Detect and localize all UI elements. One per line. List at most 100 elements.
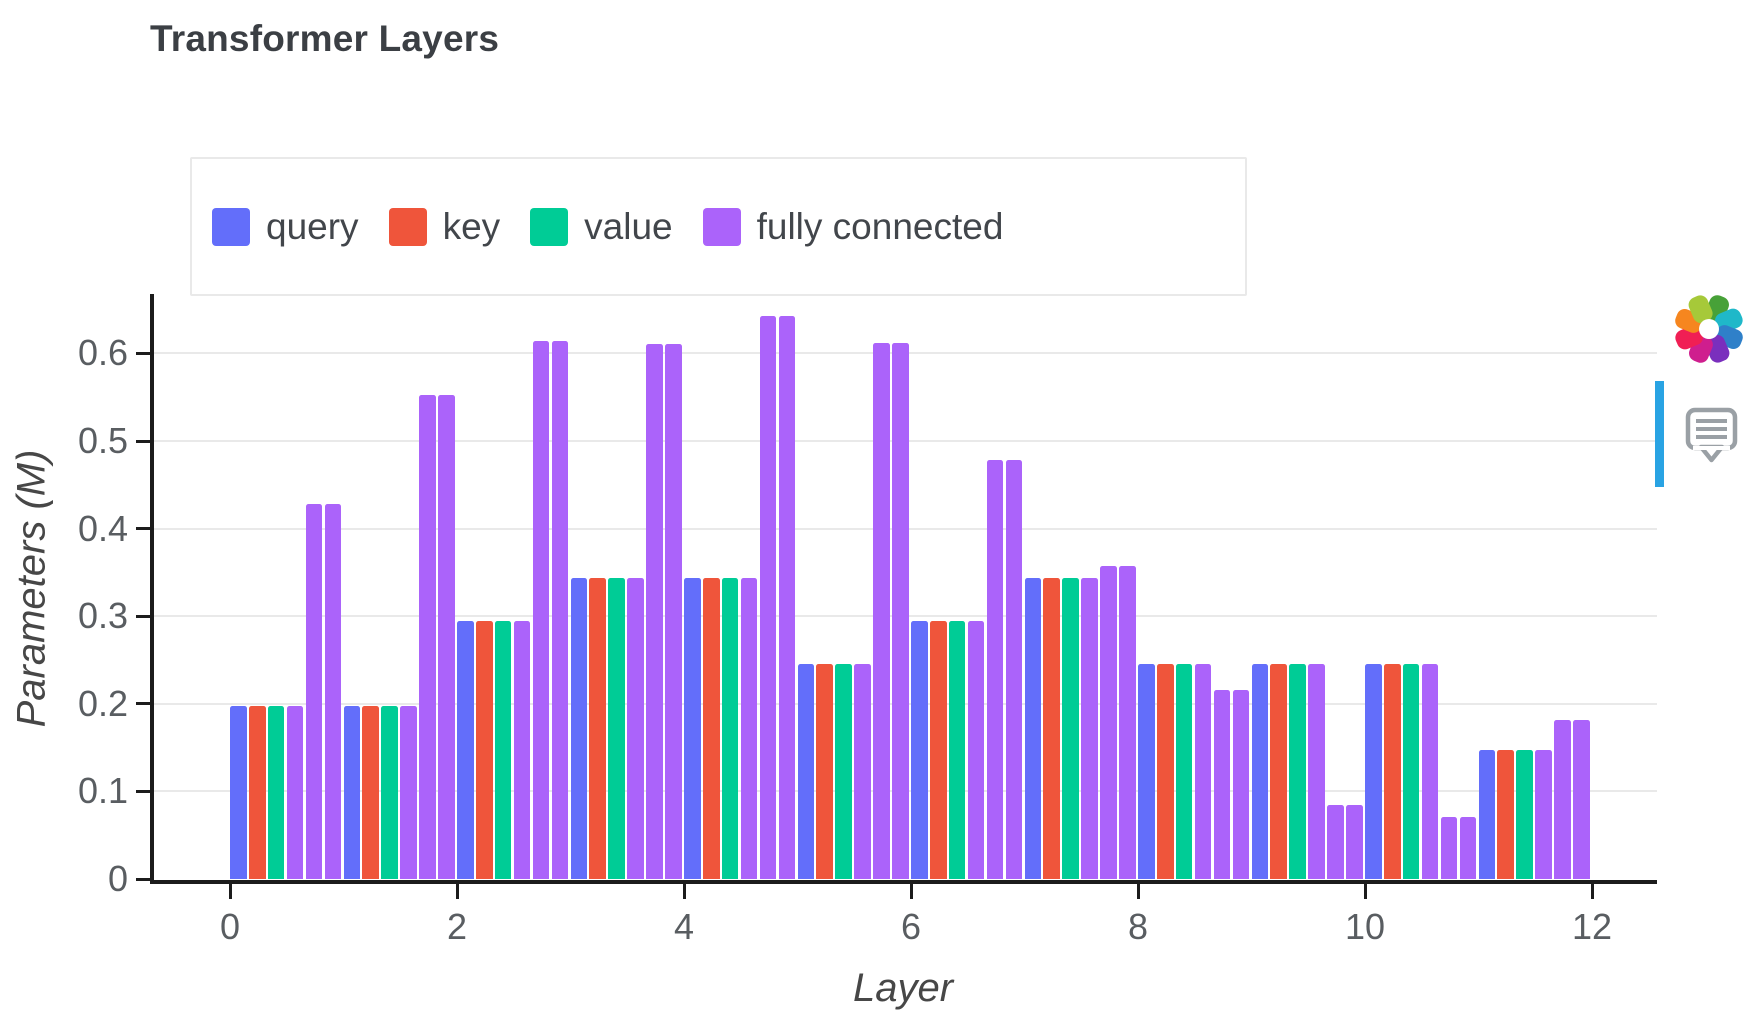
y-tick-label: 0.2 <box>77 682 128 724</box>
bar-layer9-fully-connected-2[interactable] <box>1346 804 1363 879</box>
bar-layer4-fully-connected-1[interactable] <box>759 315 777 879</box>
bar-layer11-fully-connected-1[interactable] <box>1554 719 1571 879</box>
bar-layer6-key[interactable] <box>929 620 947 879</box>
bar-layer6-fully-connected-0[interactable] <box>967 620 985 879</box>
bar-layer11-fully-connected-2[interactable] <box>1573 719 1590 879</box>
bar-layer9-fully-connected-0[interactable] <box>1308 664 1325 879</box>
bar-layer0-fully-connected-0[interactable] <box>286 706 304 879</box>
bar-layer0-key[interactable] <box>248 706 266 879</box>
plotly-logo-icon[interactable] <box>1673 293 1745 365</box>
bar-layer7-fully-connected-2[interactable] <box>1119 566 1136 879</box>
bar-layer6-fully-connected-1[interactable] <box>986 460 1004 879</box>
x-axis-title: Layer <box>852 966 954 1010</box>
bar-layer3-fully-connected-2[interactable] <box>665 343 682 879</box>
legend-swatch-icon <box>212 207 250 246</box>
legend-item-query[interactable]: query <box>212 206 359 248</box>
bar-layer9-query[interactable] <box>1251 664 1269 879</box>
bar-layer3-value[interactable] <box>608 577 625 879</box>
bar-layer6-query[interactable] <box>911 620 928 879</box>
bar-layer4-value[interactable] <box>721 577 739 879</box>
bar-layer7-query[interactable] <box>1024 577 1042 879</box>
bar-layer7-fully-connected-0[interactable] <box>1081 577 1098 879</box>
x-tick-mark <box>1590 884 1594 899</box>
bar-layer1-fully-connected-1[interactable] <box>419 395 436 879</box>
bar-layer5-value[interactable] <box>835 664 852 879</box>
bar-layer1-fully-connected-2[interactable] <box>438 395 455 879</box>
bar-layer9-value[interactable] <box>1289 664 1306 879</box>
legend-label: value <box>584 205 673 247</box>
bar-layer5-query[interactable] <box>797 664 815 879</box>
bar-layer3-fully-connected-1[interactable] <box>646 343 663 879</box>
bar-layer4-fully-connected-0[interactable] <box>740 577 758 879</box>
x-tick-label: 12 <box>1571 906 1613 947</box>
bar-layer11-query[interactable] <box>1478 750 1496 879</box>
bar-layer2-value[interactable] <box>494 620 512 879</box>
comment-bubble-icon[interactable] <box>1685 407 1738 465</box>
bar-layer2-query[interactable] <box>457 620 474 879</box>
bar-layer0-value[interactable] <box>267 706 285 879</box>
x-tick-label: 10 <box>1344 906 1386 947</box>
bar-layer10-key[interactable] <box>1383 664 1401 879</box>
bar-layer1-value[interactable] <box>381 706 398 879</box>
legend-item-fully-connected[interactable]: fully connected <box>702 206 1003 248</box>
bar-layer2-fully-connected-2[interactable] <box>551 341 569 879</box>
bar-layer11-fully-connected-0[interactable] <box>1535 750 1552 879</box>
y-tick-mark <box>136 614 150 618</box>
bar-layer3-fully-connected-0[interactable] <box>627 577 644 879</box>
bar-layer7-value[interactable] <box>1062 577 1079 879</box>
bar-layer11-value[interactable] <box>1516 750 1533 879</box>
bar-layer5-fully-connected-1[interactable] <box>873 342 890 879</box>
bar-layer8-fully-connected-2[interactable] <box>1232 689 1250 879</box>
x-tick-label: 0 <box>219 906 241 947</box>
bar-layer5-key[interactable] <box>816 664 833 879</box>
bar-layer4-query[interactable] <box>684 577 701 879</box>
x-tick-mark <box>455 884 459 899</box>
bar-layer7-key[interactable] <box>1043 577 1060 879</box>
bar-layer8-fully-connected-0[interactable] <box>1194 664 1212 879</box>
bar-layer8-value[interactable] <box>1175 664 1193 879</box>
bar-layer4-fully-connected-2[interactable] <box>778 315 796 879</box>
legend-label: key <box>442 205 501 247</box>
bar-layer8-fully-connected-1[interactable] <box>1213 689 1231 879</box>
y-axis-title: Parameters (M) <box>9 449 54 728</box>
bar-layer10-value[interactable] <box>1402 664 1420 879</box>
bar-layer1-query[interactable] <box>343 706 361 879</box>
bar-layer9-key[interactable] <box>1270 664 1287 879</box>
bar-layer4-key[interactable] <box>702 577 720 879</box>
legend-item-value[interactable]: value <box>530 205 673 248</box>
bar-layer8-query[interactable] <box>1138 664 1155 879</box>
y-tick-mark <box>136 789 150 793</box>
bar-layer11-key[interactable] <box>1497 750 1514 879</box>
x-tick-mark <box>1363 884 1367 899</box>
x-tick-mark <box>682 884 686 899</box>
bar-layer2-fully-connected-0[interactable] <box>513 620 531 879</box>
y-tick-mark <box>136 877 150 881</box>
bar-layer7-fully-connected-1[interactable] <box>1100 566 1117 879</box>
bar-layer1-fully-connected-0[interactable] <box>400 706 417 879</box>
legend-item-key[interactable]: key <box>388 205 501 248</box>
modebar-active-handle[interactable] <box>1655 381 1664 487</box>
bar-layer6-fully-connected-2[interactable] <box>1005 460 1023 879</box>
bar-layer10-fully-connected-1[interactable] <box>1440 816 1458 879</box>
bar-layer10-fully-connected-0[interactable] <box>1421 664 1439 879</box>
bar-layer5-fully-connected-2[interactable] <box>892 342 909 879</box>
x-axis-line <box>150 880 1657 884</box>
bar-layer8-key[interactable] <box>1156 664 1174 879</box>
bar-layer3-query[interactable] <box>570 577 588 879</box>
bar-layer2-key[interactable] <box>475 620 493 879</box>
x-tick-label: 8 <box>1127 906 1149 947</box>
bar-layer0-fully-connected-1[interactable] <box>305 504 323 879</box>
legend: query key value fully connected <box>190 157 1247 296</box>
bar-layer0-fully-connected-2[interactable] <box>324 504 342 879</box>
bar-layer10-query[interactable] <box>1365 664 1382 879</box>
bar-layer1-key[interactable] <box>362 706 379 879</box>
y-tick-mark <box>136 351 150 355</box>
bar-layer2-fully-connected-1[interactable] <box>532 341 550 879</box>
bar-layer0-query[interactable] <box>230 706 247 879</box>
bar-layer6-value[interactable] <box>948 620 966 879</box>
bar-layer3-key[interactable] <box>589 577 606 879</box>
bar-layer5-fully-connected-0[interactable] <box>854 664 871 879</box>
bar-layer9-fully-connected-1[interactable] <box>1327 804 1344 879</box>
x-tick-label: 2 <box>446 906 468 947</box>
bar-layer10-fully-connected-2[interactable] <box>1459 816 1477 879</box>
